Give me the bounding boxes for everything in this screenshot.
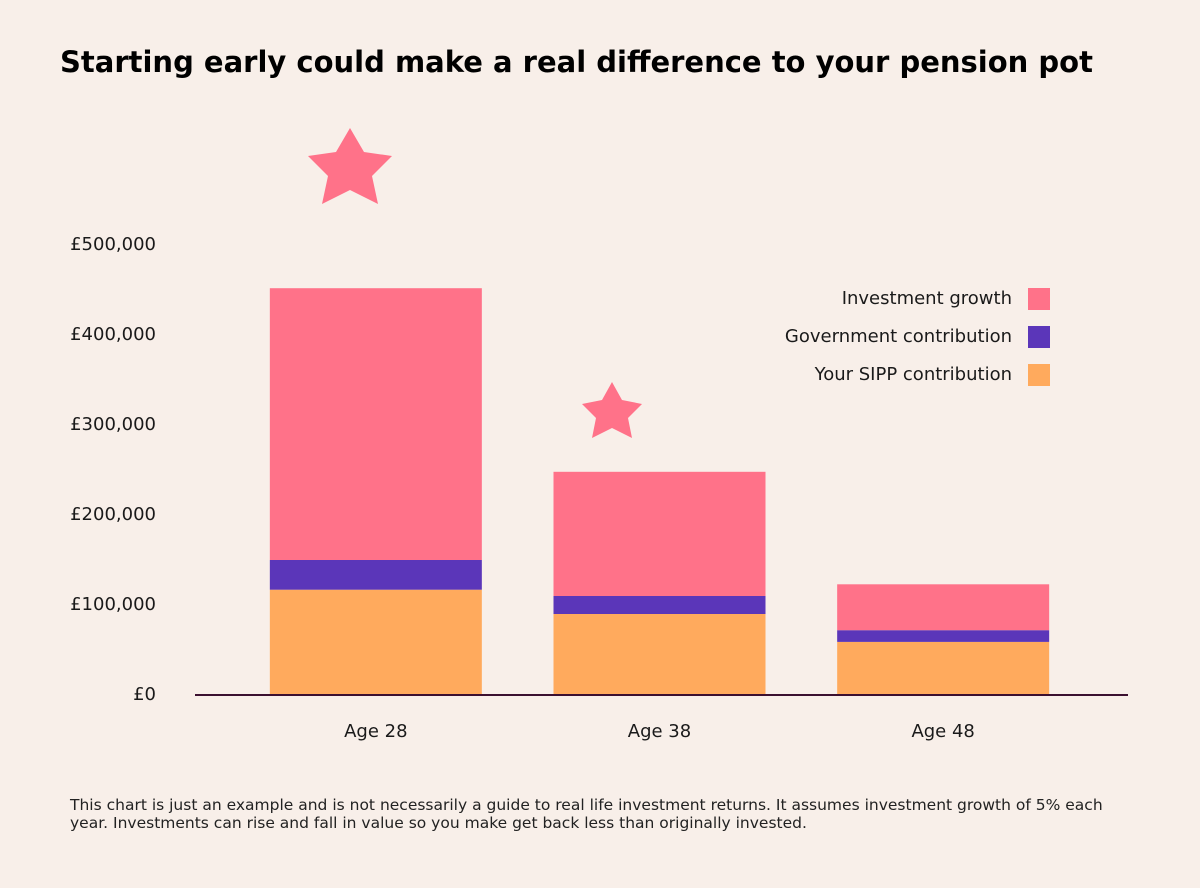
x-tick-label: Age 28 [344, 721, 407, 742]
legend-swatch [1028, 288, 1050, 310]
star-decoration [582, 382, 642, 438]
y-tick-label: £500,000 [70, 234, 156, 255]
bar-segment [269, 288, 482, 560]
footnote: This chart is just an example and is not… [70, 796, 1103, 832]
legend-swatch [1028, 364, 1050, 386]
y-tick-label: £200,000 [70, 504, 156, 525]
bar-segment [269, 589, 482, 695]
legend-swatch [1028, 326, 1050, 348]
x-tick-label: Age 38 [628, 721, 691, 742]
y-tick-label: £100,000 [70, 594, 156, 615]
bar-segment [553, 471, 766, 596]
bar-segment [837, 641, 1050, 695]
bar-segment [269, 560, 482, 590]
y-tick-label: £400,000 [70, 324, 156, 345]
bar-segment [837, 630, 1050, 642]
legend-label: Government contribution [785, 326, 1012, 347]
y-tick-label: £300,000 [70, 414, 156, 435]
star-decoration [308, 128, 392, 204]
x-tick-label: Age 48 [911, 721, 974, 742]
legend-label: Your SIPP contribution [814, 364, 1012, 385]
bar-segment [553, 596, 766, 614]
y-tick-label: £0 [133, 684, 156, 705]
chart-title: Starting early could make a real differe… [60, 45, 1093, 79]
bar-segment [553, 614, 766, 695]
legend-label: Investment growth [842, 288, 1012, 309]
bar-segment [837, 584, 1050, 631]
